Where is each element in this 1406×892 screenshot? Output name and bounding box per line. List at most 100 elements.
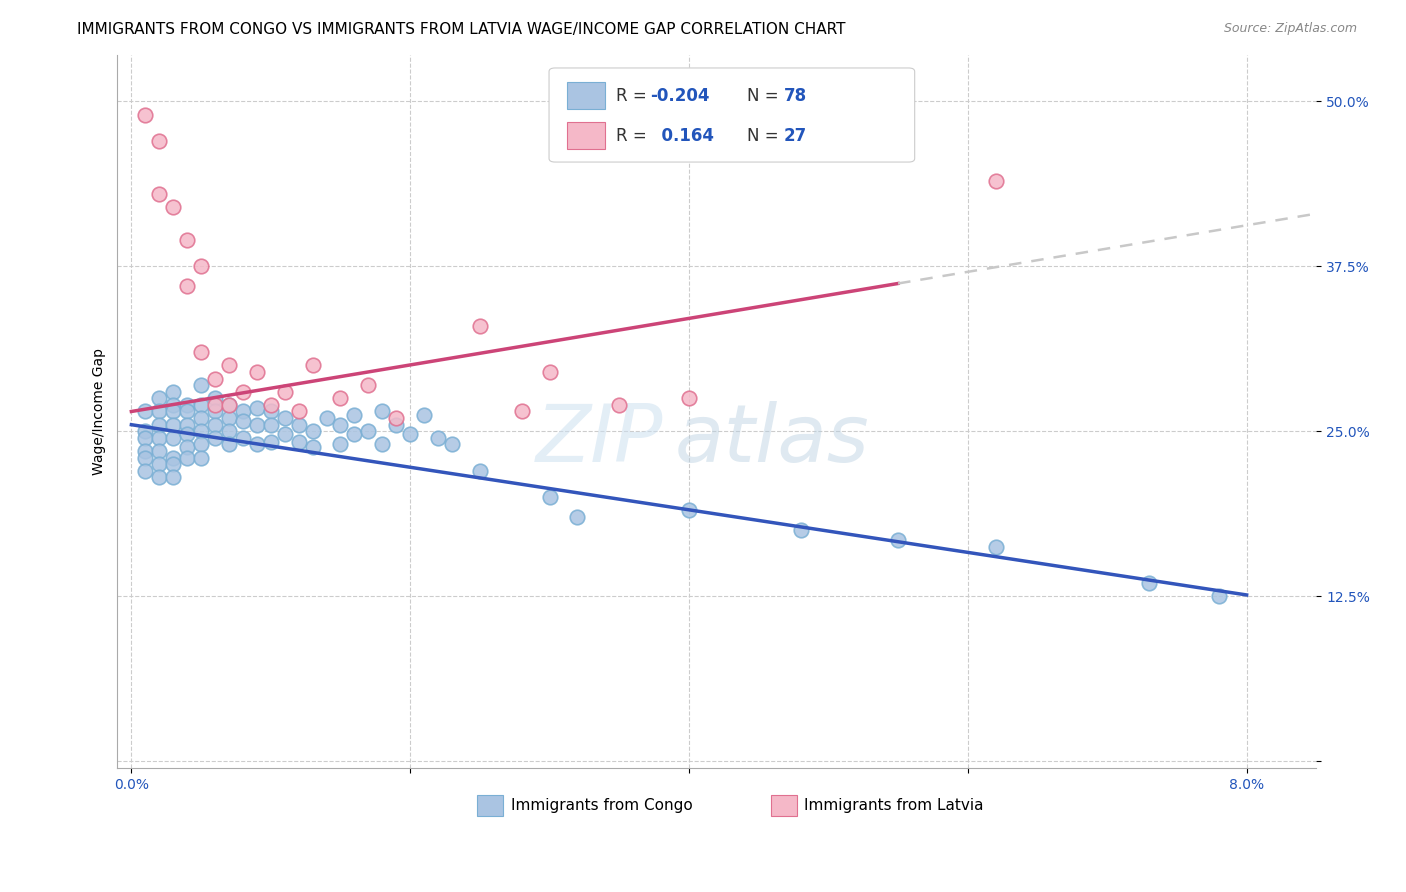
Point <box>134 431 156 445</box>
Point <box>204 431 226 445</box>
Point <box>190 411 212 425</box>
Point <box>399 426 422 441</box>
Point <box>343 426 366 441</box>
Point <box>329 392 352 406</box>
Point <box>148 417 170 432</box>
Point <box>134 444 156 458</box>
Point <box>538 490 561 504</box>
Point <box>468 464 491 478</box>
Point <box>218 359 240 373</box>
Point <box>204 404 226 418</box>
FancyBboxPatch shape <box>770 795 797 816</box>
Point <box>218 425 240 439</box>
Point <box>607 398 630 412</box>
Point <box>176 404 198 418</box>
Point <box>246 417 269 432</box>
Point <box>232 384 254 399</box>
Point <box>371 437 394 451</box>
Point <box>134 404 156 418</box>
Point <box>162 431 184 445</box>
FancyBboxPatch shape <box>567 82 606 110</box>
Point <box>538 365 561 379</box>
Point <box>887 533 910 547</box>
Point <box>148 392 170 406</box>
Point <box>329 417 352 432</box>
Point <box>260 404 283 418</box>
Point <box>134 425 156 439</box>
Point <box>301 359 323 373</box>
Point <box>176 417 198 432</box>
Point <box>148 444 170 458</box>
Point <box>134 450 156 465</box>
Point <box>567 510 589 524</box>
Point <box>301 440 323 454</box>
Text: R =: R = <box>616 127 652 145</box>
Point <box>162 384 184 399</box>
Y-axis label: Wage/Income Gap: Wage/Income Gap <box>93 348 107 475</box>
Text: IMMIGRANTS FROM CONGO VS IMMIGRANTS FROM LATVIA WAGE/INCOME GAP CORRELATION CHAR: IMMIGRANTS FROM CONGO VS IMMIGRANTS FROM… <box>77 22 846 37</box>
Point <box>287 434 309 449</box>
Point <box>162 458 184 472</box>
Point <box>510 404 533 418</box>
Point <box>218 398 240 412</box>
Point <box>678 503 700 517</box>
FancyBboxPatch shape <box>567 122 606 149</box>
Text: 78: 78 <box>785 87 807 104</box>
Text: 0.164: 0.164 <box>650 127 714 145</box>
Point <box>176 450 198 465</box>
Point <box>371 404 394 418</box>
Point <box>232 404 254 418</box>
Point <box>190 437 212 451</box>
Point <box>260 398 283 412</box>
Text: Immigrants from Latvia: Immigrants from Latvia <box>804 798 984 814</box>
Point <box>260 417 283 432</box>
Point <box>176 426 198 441</box>
Point <box>984 173 1007 187</box>
Point <box>204 392 226 406</box>
Point <box>204 371 226 385</box>
Point <box>176 233 198 247</box>
Point <box>440 437 463 451</box>
Point <box>232 414 254 428</box>
Point <box>148 470 170 484</box>
Point <box>287 417 309 432</box>
Point <box>427 431 450 445</box>
Point <box>148 186 170 201</box>
Point <box>274 411 297 425</box>
Point <box>357 378 380 392</box>
Point <box>357 425 380 439</box>
Point <box>134 107 156 121</box>
Text: -0.204: -0.204 <box>650 87 709 104</box>
Text: N =: N = <box>747 127 783 145</box>
Point <box>190 260 212 274</box>
FancyBboxPatch shape <box>477 795 503 816</box>
FancyBboxPatch shape <box>548 68 915 162</box>
Point <box>218 411 240 425</box>
Point <box>468 318 491 333</box>
Point <box>343 409 366 423</box>
Point <box>246 365 269 379</box>
Point <box>162 398 184 412</box>
Text: ZIP: ZIP <box>536 401 662 479</box>
Point <box>190 425 212 439</box>
Point <box>385 417 408 432</box>
Point <box>190 450 212 465</box>
Point <box>260 434 283 449</box>
Point <box>1208 589 1230 603</box>
Point <box>176 440 198 454</box>
Point <box>246 401 269 415</box>
Point <box>678 392 700 406</box>
Point <box>162 470 184 484</box>
Point <box>274 426 297 441</box>
Text: Source: ZipAtlas.com: Source: ZipAtlas.com <box>1223 22 1357 36</box>
Point <box>176 398 198 412</box>
Point <box>287 404 309 418</box>
Point <box>984 541 1007 555</box>
Text: Immigrants from Congo: Immigrants from Congo <box>510 798 692 814</box>
Point <box>134 464 156 478</box>
Point <box>385 411 408 425</box>
Point <box>176 279 198 293</box>
Point <box>301 425 323 439</box>
Point <box>232 431 254 445</box>
Point <box>148 404 170 418</box>
